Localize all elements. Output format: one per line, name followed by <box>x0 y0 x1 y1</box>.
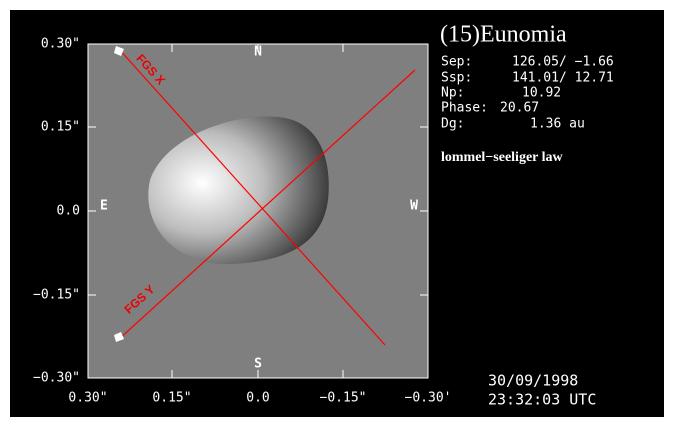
fgs-x-marker <box>114 46 124 56</box>
compass-w: W <box>410 199 418 214</box>
x-ticks: 0.30" 0.15" 0.0 −0.15" −0.30' <box>68 391 451 406</box>
info-panel: Sep: 126.05/ −1.66 Ssp: 141.01/ 12.71 Np: 10.… <box>441 55 614 132</box>
x-tick-label: −0.30' <box>405 391 452 406</box>
model: lommel−seeliger law <box>441 150 564 165</box>
x-tick-label: 0.30" <box>68 391 107 406</box>
info-label: Phase: <box>441 101 488 116</box>
info-label: Np: <box>441 86 464 101</box>
info-label: Dg: <box>441 117 464 132</box>
compass-s: S <box>254 357 262 372</box>
info-label: Ssp: <box>441 71 472 86</box>
y-tick-label: 0.0 <box>57 204 80 219</box>
time: 23:32:03 UTC <box>488 391 596 409</box>
y-tick-label: 0.15" <box>41 120 80 135</box>
compass-n: N <box>254 45 262 60</box>
y-tick-label: −0.30" <box>33 371 80 386</box>
y-tick-label: 0.30" <box>41 37 80 52</box>
compass-e: E <box>100 199 108 214</box>
y-tick-label: −0.15" <box>33 288 80 303</box>
fgs-y-marker <box>114 332 124 342</box>
x-tick-label: −0.15" <box>320 391 367 406</box>
fgs-axes <box>117 47 416 346</box>
info-value: 141.01/ 12.71 <box>512 71 614 86</box>
x-tick-label: 0.0 <box>246 391 269 406</box>
x-tick-label: 0.15" <box>152 391 191 406</box>
ticks <box>88 44 428 378</box>
date: 30/09/1998 <box>488 372 578 390</box>
info-value: 20.67 <box>500 101 539 116</box>
info-value: 1.36 au <box>530 117 585 132</box>
target-name: (15)Eunomia <box>440 22 567 48</box>
y-ticks: 0.30" 0.15" 0.0 −0.15" −0.30" <box>33 37 80 386</box>
info-label: Sep: <box>441 55 472 70</box>
asteroid-model <box>148 116 329 265</box>
info-value: 10.92 <box>522 86 561 101</box>
info-value: 126.05/ −1.66 <box>512 55 614 70</box>
